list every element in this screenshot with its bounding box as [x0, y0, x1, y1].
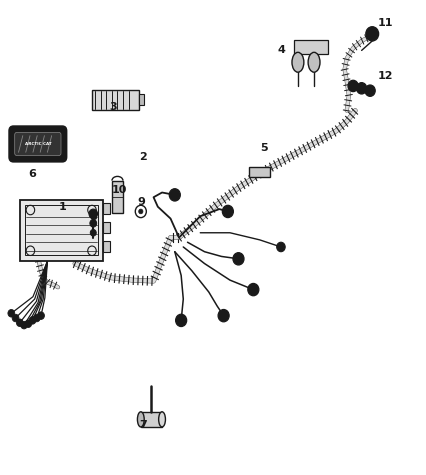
FancyBboxPatch shape	[9, 126, 66, 162]
Text: ARCTIC CAT: ARCTIC CAT	[25, 142, 51, 146]
Circle shape	[348, 80, 358, 92]
Text: 4: 4	[277, 46, 285, 56]
FancyBboxPatch shape	[294, 39, 328, 54]
Text: 5: 5	[260, 142, 268, 152]
Text: 6: 6	[29, 169, 37, 179]
Circle shape	[25, 320, 32, 327]
Circle shape	[33, 314, 40, 322]
FancyBboxPatch shape	[20, 200, 103, 261]
Circle shape	[218, 310, 229, 322]
FancyBboxPatch shape	[139, 95, 144, 105]
Text: 1: 1	[58, 202, 66, 212]
FancyBboxPatch shape	[103, 222, 110, 233]
Text: 2: 2	[139, 152, 147, 162]
FancyBboxPatch shape	[141, 412, 162, 427]
Text: 3: 3	[109, 102, 117, 112]
Ellipse shape	[292, 52, 304, 72]
Circle shape	[29, 317, 36, 324]
Text: 7: 7	[139, 419, 147, 429]
Text: 12: 12	[377, 71, 393, 82]
Circle shape	[20, 321, 27, 329]
Circle shape	[90, 229, 96, 236]
Circle shape	[90, 219, 97, 227]
FancyBboxPatch shape	[112, 180, 123, 213]
Circle shape	[37, 312, 44, 319]
Circle shape	[357, 83, 367, 94]
Circle shape	[139, 209, 143, 214]
FancyBboxPatch shape	[249, 167, 271, 177]
Circle shape	[169, 189, 180, 201]
FancyBboxPatch shape	[103, 241, 110, 252]
Ellipse shape	[308, 52, 320, 72]
Circle shape	[233, 253, 244, 265]
Circle shape	[365, 85, 375, 96]
FancyBboxPatch shape	[92, 90, 139, 110]
FancyBboxPatch shape	[103, 203, 110, 214]
Circle shape	[222, 205, 233, 218]
Circle shape	[248, 284, 259, 296]
Text: 11: 11	[377, 19, 393, 28]
Circle shape	[17, 319, 23, 326]
Circle shape	[8, 310, 15, 317]
Ellipse shape	[138, 412, 144, 427]
FancyBboxPatch shape	[15, 133, 61, 156]
Circle shape	[366, 27, 379, 41]
Circle shape	[277, 242, 285, 252]
Circle shape	[176, 314, 187, 326]
Circle shape	[12, 314, 19, 322]
Text: 9: 9	[137, 197, 145, 207]
Text: 10: 10	[112, 185, 127, 195]
Ellipse shape	[158, 412, 165, 427]
Text: 8: 8	[89, 212, 97, 222]
Circle shape	[89, 209, 98, 218]
